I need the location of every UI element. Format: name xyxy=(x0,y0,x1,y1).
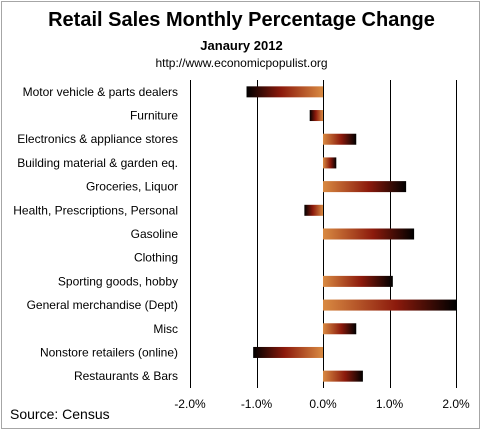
category-labels: Motor vehicle & parts dealers Furniture El… xyxy=(13,85,178,383)
tick-label-4: 2.0% xyxy=(442,397,470,411)
bar-9 xyxy=(323,299,456,311)
category-label-3: Building material & garden eq. xyxy=(17,156,178,170)
category-label-1: Furniture xyxy=(130,109,178,123)
tick-label-3: 1.0% xyxy=(376,397,404,411)
tick-label-2: 0.0% xyxy=(309,397,337,411)
category-label-8: Sporting goods, hobby xyxy=(58,274,178,288)
chart-subtitle: Janaury 2012 xyxy=(200,38,283,53)
chart-title: Retail Sales Monthly Percentage Change xyxy=(48,9,435,31)
tick-label-0: -2.0% xyxy=(174,397,206,411)
bar-3 xyxy=(323,157,337,169)
bar-8 xyxy=(323,275,393,287)
bar-1 xyxy=(309,110,323,122)
chart-url: http://www.economicpopulist.org xyxy=(155,56,328,70)
bar-6 xyxy=(323,228,415,240)
category-label-11: Nonstore retailers (online) xyxy=(40,345,178,359)
bar-11 xyxy=(253,346,323,358)
bars xyxy=(246,86,456,382)
category-label-7: Clothing xyxy=(134,251,178,265)
tick-label-1: -1.0% xyxy=(241,397,273,411)
bar-4 xyxy=(323,181,407,193)
category-label-12: Restaurants & Bars xyxy=(74,369,178,383)
bar-10 xyxy=(323,323,357,335)
category-label-6: Gasoline xyxy=(131,227,179,241)
category-label-2: Electronics & appliance stores xyxy=(17,132,178,146)
category-label-10: Misc xyxy=(153,322,178,336)
bar-12 xyxy=(323,370,363,382)
bar-2 xyxy=(323,133,357,145)
category-label-4: Groceries, Liquor xyxy=(86,180,178,194)
category-label-0: Motor vehicle & parts dealers xyxy=(23,85,178,99)
category-label-9: General merchandise (Dept) xyxy=(27,298,178,312)
bar-5 xyxy=(304,204,323,216)
bar-0 xyxy=(246,86,323,98)
tick-labels: -2.0% -1.0% 0.0% 1.0% 2.0% xyxy=(174,397,470,411)
category-label-5: Health, Prescriptions, Personal xyxy=(13,203,178,217)
source-note: Source: Census xyxy=(10,406,110,422)
